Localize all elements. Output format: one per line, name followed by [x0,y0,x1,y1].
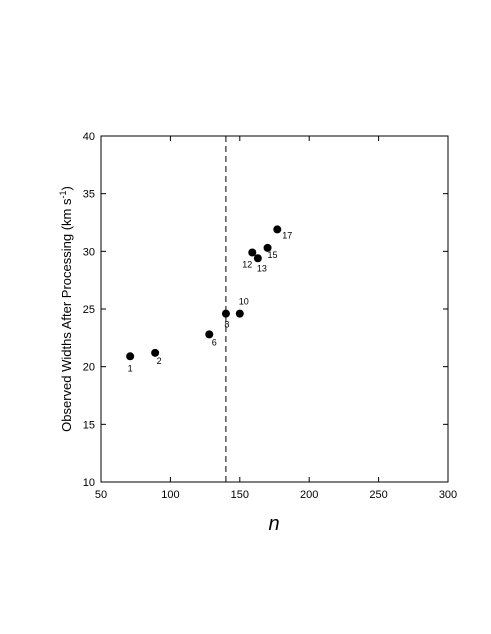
data-point-13 [253,254,262,263]
data-point-12 [248,248,257,257]
data-point-2 [151,348,160,357]
y-axis-label-main: Observed Widths After Processing (km s [59,198,74,432]
x-tick-label: 150 [231,489,249,501]
x-tick-label: 100 [161,489,179,501]
point-label-10: 10 [239,297,249,307]
y-tick-label: 35 [83,189,95,201]
point-label-8: 8 [224,320,229,330]
x-tick-label: 200 [300,489,318,501]
x-tick-label: 300 [439,489,457,501]
y-tick-label: 25 [83,304,95,316]
x-axis-ticks: 50 100 150 200 250 300 [95,136,457,501]
plot-frame [100,135,449,483]
y-tick-label: 40 [83,131,95,143]
data-point-15 [263,243,272,252]
y-tick-label: 30 [83,246,95,258]
point-label-13: 13 [257,263,267,273]
point-label-17: 17 [282,230,292,240]
y-tick-label: 10 [83,477,95,489]
data-point-10 [235,309,244,318]
y-axis-label: Observed Widths After Processing (km s-1… [58,186,74,432]
data-point-6 [205,330,214,339]
x-axis-label: n [268,513,279,535]
x-tick-label: 250 [369,489,387,501]
data-point-8 [221,309,230,318]
y-axis-ticks: 10 15 20 25 30 35 40 [83,131,448,489]
data-point-17 [273,225,282,234]
y-tick-label: 20 [83,362,95,374]
data-point-1 [126,352,135,361]
y-axis-label-close: ) [59,186,74,190]
x-tick-label: 50 [95,489,107,501]
point-label-6: 6 [212,337,217,347]
y-tick-label: 15 [83,419,95,431]
point-label-12: 12 [242,259,252,269]
point-label-2: 2 [157,356,162,366]
point-label-15: 15 [268,250,278,260]
point-label-1: 1 [128,363,133,373]
data-points [126,225,282,361]
y-axis-label-superscript: -1 [58,190,68,198]
